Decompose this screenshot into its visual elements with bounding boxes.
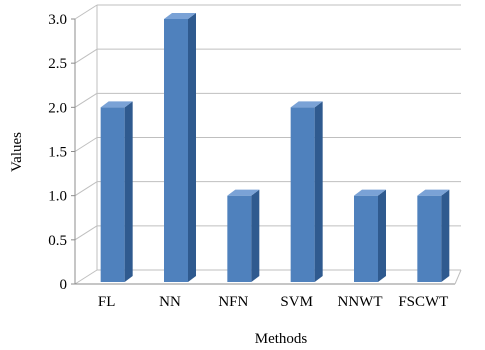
bar-top-nn [164,13,196,19]
bar-side-nfn [251,189,260,282]
bar-side-fl [124,101,133,282]
bar-nnwt [354,195,378,282]
bar-top-nnwt [354,189,386,196]
bar-top-fl [100,101,133,108]
x-tick-label: FL [98,294,116,310]
y-tick-label: 3.0 [48,12,67,28]
y-tick-label: 1.0 [48,189,67,205]
labels-layer: 0 0.5 1.0 1.5 2.0 2.5 3.0 FL NN NFN SVM NNWT FSCWT [48,12,448,310]
y-tick-label: 0.5 [48,233,67,249]
bar-top-nfn [227,189,260,196]
x-axis-title: Methods [255,331,308,347]
bar-fl [100,107,125,282]
y-tick-label: 2.0 [48,100,67,116]
gridline-diagonal [74,269,98,285]
y-tick-label: 0 [60,277,68,293]
bar-top-fscwt [417,189,450,196]
y-tick-label: 2.5 [48,56,67,72]
bar-fscwt [417,195,442,282]
gridline-diagonal [74,92,98,108]
y-tick-label: 1.5 [48,145,67,161]
bar-side-svm [314,101,323,282]
bar-nn [164,19,188,282]
gridline-diagonal [74,4,98,20]
gridline-diagonal [74,48,98,64]
x-tick-label: NN [159,294,181,310]
x-tick-label: NFN [218,294,248,310]
bar-top-svm [290,101,323,108]
bar-side-fscwt [441,189,450,282]
grid-layer [71,4,462,285]
bar-side-nnwt [378,189,386,282]
bar-side-nn [188,13,196,282]
bar-nfn [227,195,252,282]
gridline-diagonal [74,137,98,152]
gridline-diagonal [74,181,98,197]
bars-layer [100,13,450,282]
bar-svm [290,107,315,282]
floor-right-edge [454,269,462,285]
x-tick-label: SVM [280,294,313,310]
x-tick-label: NNWT [338,294,383,310]
y-axis-title: Values [9,132,25,172]
x-tick-label: FSCWT [398,294,448,310]
gridline-diagonal [74,225,98,241]
